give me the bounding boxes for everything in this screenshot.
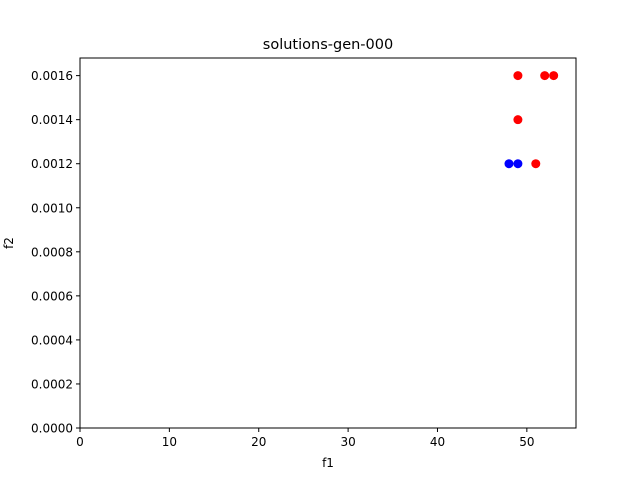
data-point (549, 71, 558, 80)
y-tick-label: 0.0010 (31, 201, 73, 215)
data-point (513, 159, 522, 168)
data-point (513, 115, 522, 124)
y-axis-label: f2 (2, 237, 16, 249)
plot-area (80, 58, 576, 428)
y-tick-label: 0.0004 (31, 333, 73, 347)
y-tick-label: 0.0008 (31, 245, 73, 259)
x-tick-label: 50 (519, 435, 534, 449)
chart-title: solutions-gen-000 (263, 37, 393, 53)
y-tick-label: 0.0014 (31, 113, 73, 127)
y-axis: 0.0000 0.0002 0.0004 0.0006 0.0008 0.0010 0.00… (31, 69, 80, 435)
data-point (504, 159, 513, 168)
x-axis-label: f1 (322, 456, 334, 470)
y-tick-label: 0.0006 (31, 289, 73, 303)
data-point (513, 71, 522, 80)
data-point (531, 159, 540, 168)
y-tick-label: 0.0016 (31, 69, 73, 83)
y-tick-label: 0.0000 (31, 422, 73, 436)
x-axis: 0 10 20 30 40 50 (76, 428, 534, 449)
x-tick-label: 0 (76, 435, 84, 449)
x-tick-label: 40 (430, 435, 445, 449)
y-tick-label: 0.0012 (31, 157, 73, 171)
x-tick-label: 30 (340, 435, 355, 449)
data-point (540, 71, 549, 80)
data-points (504, 71, 558, 168)
y-tick-label: 0.0002 (31, 377, 73, 391)
x-tick-label: 20 (251, 435, 266, 449)
x-tick-label: 10 (162, 435, 177, 449)
